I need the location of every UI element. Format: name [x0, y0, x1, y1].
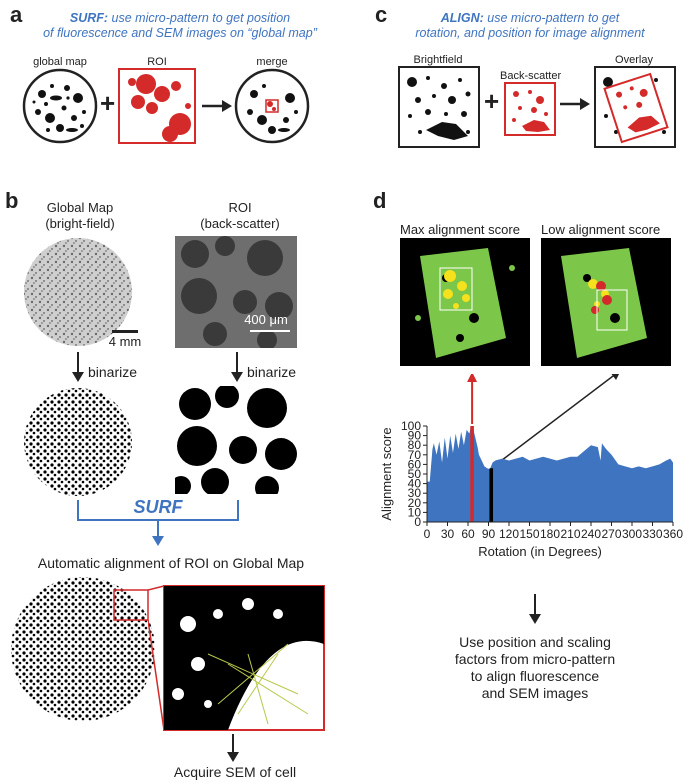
x-tick-label: 210	[560, 527, 580, 541]
label-merge: merge	[256, 56, 288, 68]
panel-letter-b: b	[5, 188, 19, 213]
panel-a-caption: SURF: use micro-pattern to get position …	[20, 11, 340, 41]
x-tick-label: 90	[482, 527, 496, 541]
max-alignment-label: Max alignment score	[400, 222, 520, 237]
x-tick-label: 150	[519, 527, 539, 541]
panel-a-caption-line2: of fluorescence and SEM images on “globa…	[43, 26, 317, 40]
x-tick-label: 0	[424, 527, 431, 541]
low-alignment-label: Low alignment score	[541, 222, 661, 237]
label-global-map: global map	[33, 56, 87, 68]
y-tick-label: 70	[408, 448, 422, 462]
overlay-thumbnail	[594, 66, 676, 148]
result-line-1: Use position and scaling	[459, 634, 611, 650]
y-tick-label: 100	[401, 419, 421, 433]
panel-a-caption-line1: use micro-pattern to get position	[108, 11, 291, 25]
x-tick-label: 330	[642, 527, 662, 541]
result-line-3: to align fluorescence	[470, 668, 600, 684]
highlight-bar-max	[470, 426, 474, 522]
brightfield-global-map	[24, 238, 132, 346]
panel-c-caption: ALIGN: use micro-pattern to get rotation…	[395, 11, 665, 41]
scale-bar-left	[112, 330, 138, 333]
large-global-map	[11, 577, 155, 721]
label-backscatter: Back-scatter	[500, 70, 562, 82]
chart-arrows	[467, 374, 620, 469]
zoom-inset	[148, 585, 325, 731]
y-tick-label: 0	[414, 515, 421, 529]
backscatter-roi-image	[175, 236, 297, 348]
x-tick-label: 270	[601, 527, 621, 541]
roi-title-1: ROI	[228, 200, 252, 215]
y-tick-label: 90	[408, 429, 422, 443]
binarize-label-left: binarize	[88, 364, 138, 380]
label-overlay: Overlay	[615, 54, 653, 66]
binarize-label-right: binarize	[247, 364, 297, 380]
low-alignment-image	[541, 238, 671, 366]
binarized-global-map	[24, 388, 132, 496]
panel-c-caption-line2: rotation, and position for image alignme…	[415, 26, 645, 40]
panel-letter-c: c	[375, 2, 388, 27]
arrow-down-acquire	[227, 734, 239, 762]
brightfield-thumbnail	[398, 66, 480, 148]
plot-area	[426, 426, 673, 523]
arrow-head-max	[467, 374, 478, 382]
global-map-title-1: Global Map	[46, 200, 114, 215]
x-tick-label: 30	[441, 527, 455, 541]
global-map-title-2: (bright-field)	[45, 216, 115, 231]
x-tick-label: 60	[461, 527, 475, 541]
x-tick-label: 240	[581, 527, 601, 541]
highlight-bar-low	[489, 468, 494, 522]
x-tick-label: 300	[622, 527, 642, 541]
auto-align-label: Automatic alignment of ROI on Global Map	[37, 555, 305, 571]
plus-sign-c1: +	[484, 86, 500, 116]
roi-title-2: (back-scatter)	[200, 216, 280, 231]
y-tick-label: 80	[408, 438, 422, 452]
max-alignment-image	[400, 238, 530, 366]
arrow-to-low-image	[490, 374, 617, 469]
y-tick-label: 60	[408, 457, 422, 471]
backscatter-thumbnail	[504, 82, 556, 136]
y-tick-label: 50	[408, 467, 422, 481]
panel-letter-d: d	[373, 188, 387, 213]
label-brightfield: Brightfield	[413, 54, 463, 66]
x-axis-label: Rotation (in Degrees)	[478, 544, 602, 559]
surf-bracket	[77, 500, 239, 546]
arrow-down-binarize-left	[72, 352, 84, 382]
result-line-2: factors from micro-pattern	[454, 651, 616, 667]
arrow-down-binarize-right	[231, 352, 243, 382]
x-tick-label: 180	[540, 527, 560, 541]
y-tick-label: 30	[408, 486, 422, 500]
result-text: Use position and scaling factors from mi…	[440, 634, 630, 702]
y-axis-label: Alignment score	[379, 427, 394, 520]
arrow-down-result	[529, 594, 541, 624]
merge-thumbnail	[234, 68, 310, 144]
x-axis-ticks: 0 30 60 90 120 150 180 210 240 270 300 330 360	[424, 522, 683, 541]
panel-c-caption-bold: ALIGN:	[440, 11, 484, 25]
score-area	[427, 426, 673, 522]
x-tick-label: 120	[499, 527, 519, 541]
y-tick-label: 40	[408, 477, 422, 491]
panel-letter-a: a	[10, 2, 23, 27]
plus-sign-a1: +	[100, 88, 116, 118]
acquire-label: Acquire SEM of cell	[173, 764, 297, 780]
x-tick-label: 360	[663, 527, 683, 541]
surf-label: SURF	[133, 497, 183, 517]
scale-label-right: 400 μm	[244, 312, 288, 327]
y-tick-label: 20	[408, 496, 422, 510]
scale-bar-right	[250, 330, 290, 332]
panel-c-caption-line1: use micro-pattern to get	[483, 11, 620, 25]
arrow-right-a	[202, 100, 232, 112]
scale-label-left: 4 mm	[108, 334, 142, 349]
arrow-head-low	[611, 374, 620, 381]
y-tick-label: 10	[408, 505, 422, 519]
result-line-4: and SEM images	[481, 685, 589, 701]
label-roi-a: ROI	[147, 56, 167, 68]
binarized-roi-image	[175, 386, 297, 494]
global-map-thumbnail	[22, 68, 98, 144]
roi-thumbnail	[118, 68, 196, 144]
panel-a-caption-bold: SURF:	[69, 11, 109, 25]
arrow-right-c	[560, 98, 590, 110]
